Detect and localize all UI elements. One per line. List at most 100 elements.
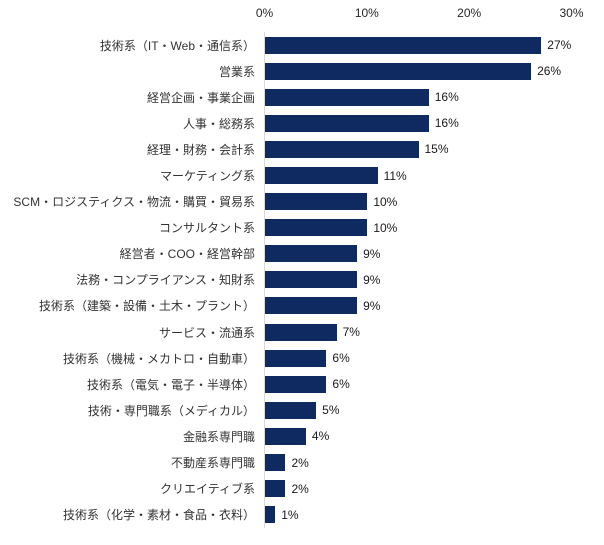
bar: [265, 454, 286, 472]
category-label: 技術系（機械・メカトロ・自動車）: [62, 351, 255, 366]
bar-row: SCM・ロジスティクス・物流・購買・貿易系 10%: [0, 189, 604, 215]
bar-area: 9%: [264, 241, 604, 267]
category-label: クリエイティブ系: [159, 482, 255, 497]
y-axis-line: [264, 32, 265, 528]
bar-row: サービス・流通系 7%: [0, 319, 604, 345]
value-label: 9%: [363, 272, 381, 287]
bar: [265, 219, 368, 237]
bar: [265, 297, 358, 315]
bar-area: 16%: [264, 110, 604, 136]
bar-area: 9%: [264, 267, 604, 293]
bar-row: 営業系 26%: [0, 58, 604, 84]
bar-area: 2%: [264, 476, 604, 502]
category-label: サービス・流通系: [158, 325, 255, 340]
bar-area: 10%: [264, 215, 604, 241]
bar-area: 27%: [264, 32, 604, 58]
bar-row: 人事・総務系 16%: [0, 110, 604, 136]
value-label: 6%: [332, 377, 350, 392]
bar-area: 5%: [264, 397, 604, 423]
bar: [265, 323, 337, 341]
category-label: 技術・専門職系（メディカル）: [87, 403, 255, 418]
bar-area: 15%: [264, 136, 604, 162]
bar-area: 26%: [264, 58, 604, 84]
bar: [265, 349, 327, 367]
value-label: 4%: [311, 429, 330, 444]
category-label: 金融系専門職: [182, 429, 255, 444]
bar-row: 技術系（化学・素材・食品・衣料） 1%: [0, 502, 604, 528]
bar-row: 経理・財務・会計系 15%: [0, 136, 604, 162]
category-label: 法務・コンプライアンス・知財系: [76, 273, 255, 288]
bar-area: 2%: [264, 450, 604, 476]
category-label: マーケティング系: [159, 169, 255, 184]
bar-area: 9%: [264, 293, 604, 319]
category-label: コンサルタント系: [158, 221, 255, 236]
bar-area: 1%: [264, 502, 604, 528]
bar-row: 不動産系専門職 2%: [0, 450, 604, 476]
bar-row: 法務・コンプライアンス・知財系 9%: [0, 267, 604, 293]
value-label: 10%: [373, 194, 398, 209]
bar: [265, 167, 378, 185]
bar-row: 技術系（電気・電子・半導体） 6%: [0, 371, 604, 397]
bar: [265, 245, 358, 263]
category-label: 技術系（建築・設備・土木・プラント）: [38, 299, 255, 314]
value-label: 16%: [434, 90, 459, 105]
bar: [265, 36, 542, 54]
bar-row: マーケティング系 11%: [0, 162, 604, 188]
value-label: 9%: [363, 246, 381, 261]
bar-row: 技術系（IT・Web・通信系） 27%: [0, 32, 604, 58]
category-label: 技術系（化学・素材・食品・衣料）: [62, 508, 255, 523]
bar-row: 技術系（機械・メカトロ・自動車） 6%: [0, 345, 604, 371]
category-label: 人事・総務系: [182, 116, 255, 131]
bar: [265, 375, 327, 393]
category-label: 技術系（IT・Web・通信系）: [99, 38, 255, 53]
value-label: 11%: [383, 168, 407, 183]
value-label: 9%: [363, 298, 381, 313]
bar-area: 7%: [264, 319, 604, 345]
category-label: 経理・財務・会計系: [146, 142, 255, 157]
bar-area: 11%: [264, 162, 604, 188]
category-label: SCM・ロジスティクス・物流・購買・貿易系: [13, 195, 255, 210]
bar-area: 16%: [264, 84, 604, 110]
x-axis-tick-label: 20%: [457, 6, 482, 20]
bar-row: コンサルタント系 10%: [0, 215, 604, 241]
category-label: 不動産系専門職: [170, 456, 255, 471]
x-axis-tick-label: 10%: [354, 6, 379, 20]
value-label: 2%: [291, 481, 309, 496]
x-axis-tick-label: 30%: [559, 6, 584, 20]
bar: [265, 140, 419, 158]
bar-area: 4%: [264, 423, 604, 449]
bar: [265, 480, 286, 498]
bar: [265, 427, 306, 445]
value-label: 10%: [373, 220, 398, 235]
bar-row: 経営者・COO・経営幹部 9%: [0, 241, 604, 267]
value-label: 27%: [547, 38, 572, 53]
x-axis: 0% 10% 20% 30%: [0, 0, 604, 30]
category-label: 営業系: [218, 64, 255, 79]
bar-row: 技術系（建築・設備・土木・プラント） 9%: [0, 293, 604, 319]
value-label: 5%: [322, 403, 340, 418]
bar: [265, 506, 276, 524]
bar: [265, 193, 368, 211]
bar-row: 金融系専門職 4%: [0, 423, 604, 449]
value-label: 6%: [332, 351, 350, 366]
x-axis-tick-label: 0%: [255, 6, 274, 20]
category-label: 経営企画・事業企画: [146, 90, 255, 105]
bar-row: 技術・専門職系（メディカル） 5%: [0, 397, 604, 423]
bar: [265, 62, 532, 80]
value-label: 2%: [291, 455, 309, 470]
chart-rows: 技術系（IT・Web・通信系） 27% 営業系 26% 経営企画・事業企画 16% 人事・総…: [0, 32, 604, 528]
category-label: 技術系（電気・電子・半導体）: [86, 377, 255, 392]
bar: [265, 114, 429, 132]
bar: [265, 401, 317, 419]
bar-area: 6%: [264, 371, 604, 397]
bar-row: 経営企画・事業企画 16%: [0, 84, 604, 110]
value-label: 7%: [342, 325, 360, 340]
bar-row: クリエイティブ系 2%: [0, 476, 604, 502]
value-label: 26%: [537, 64, 562, 79]
bar: [265, 88, 429, 106]
bar: [265, 271, 358, 289]
value-label: 16%: [434, 116, 459, 131]
value-label: 1%: [281, 507, 299, 522]
bar-area: 10%: [264, 189, 604, 215]
